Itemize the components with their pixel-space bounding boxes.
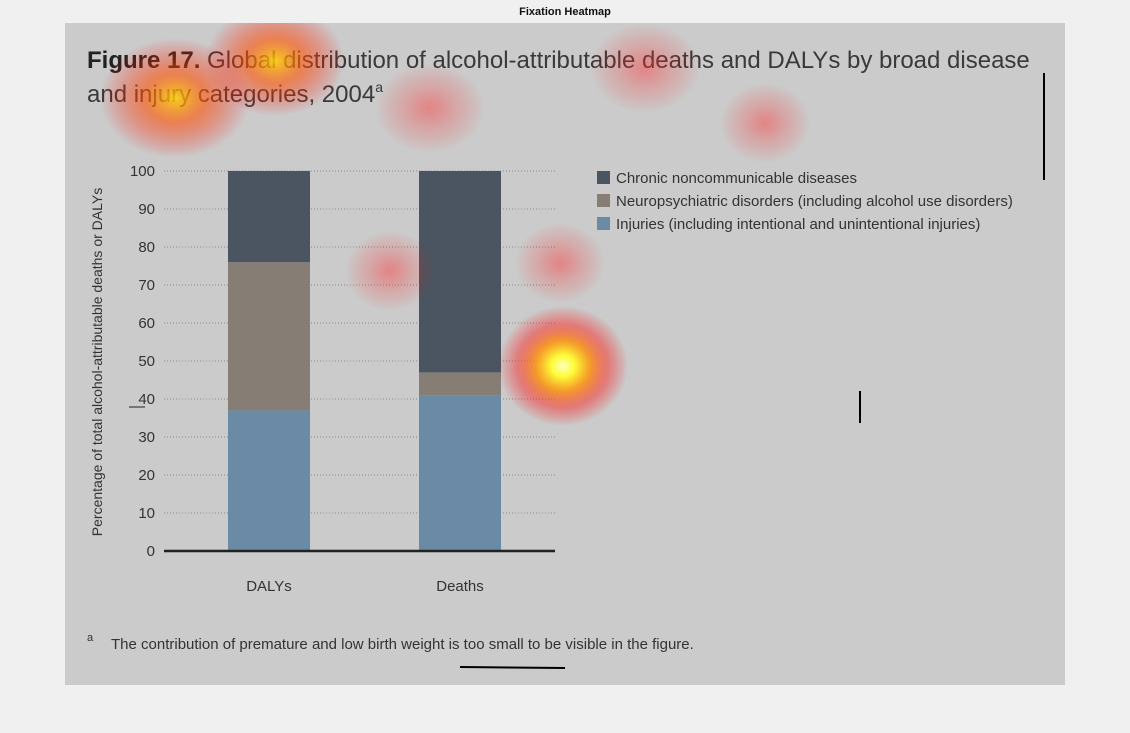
footnote-text: The contribution of premature and low bi… [111, 636, 694, 653]
figure-title-text: Global distribution of alcohol-attributa… [200, 47, 1029, 74]
fixation-spot [720, 83, 810, 163]
y-tick-label: 0 [147, 543, 155, 560]
bar-segment [419, 372, 501, 396]
bar-segment [419, 395, 501, 551]
figure-title-text-2: and injury categories, 2004 [87, 81, 375, 108]
y-tick-label: 60 [138, 315, 155, 332]
y-tick-label: 90 [138, 201, 155, 218]
y-tick-label: 10 [138, 505, 155, 522]
y-tick-label: 30 [138, 429, 155, 446]
figure-number: Figure 17. [87, 47, 200, 74]
title-superscript: a [375, 79, 383, 95]
y-tick-label: 70 [138, 277, 155, 294]
legend-label: Chronic noncommunicable diseases [616, 170, 857, 187]
legend-label: Injuries (including intentional and unin… [616, 216, 980, 233]
x-category-labels: DALYs Deaths [246, 578, 484, 595]
legend: Chronic noncommunicable diseases Neuropsy… [597, 170, 1013, 233]
heatmap-panel: Figure 17. Global distribution of alcoho… [65, 23, 1065, 685]
x-category-label: Deaths [436, 578, 484, 595]
fixation-spot [515, 223, 605, 303]
x-category-label: DALYs [246, 578, 292, 595]
bar-segment [228, 171, 310, 263]
y-tick-label: 100 [130, 163, 155, 180]
y-tick-labels: 0 10 20 30 40 50 60 70 80 90 100 [130, 163, 155, 560]
scan-mark [459, 666, 566, 669]
bar-segment [228, 410, 310, 551]
fixation-spot [375, 63, 485, 153]
y-tick-label: 40 [138, 391, 155, 408]
bars-layer [228, 171, 501, 551]
footnote-marker: a [87, 632, 94, 644]
legend-label: Neuropsychiatric disorders (including al… [616, 193, 1013, 210]
y-tick-label: 50 [138, 353, 155, 370]
bar-segment [228, 262, 310, 411]
y-axis-label: Percentage of total alcohol-attributable… [89, 188, 105, 536]
stacked-bar-chart: Figure 17. Global distribution of alcoho… [87, 23, 1045, 669]
figure-title-line2: and injury categories, 2004a [87, 79, 383, 108]
y-tick-label: 20 [138, 467, 155, 484]
legend-swatch [597, 171, 610, 184]
figure-title-line1: Figure 17. Global distribution of alcoho… [87, 47, 1030, 74]
legend-swatch [597, 194, 610, 207]
fixation-spot-strong [498, 306, 628, 426]
legend-swatch [597, 217, 610, 230]
window-title: Fixation Heatmap [519, 6, 611, 18]
bar-segment [419, 171, 501, 373]
y-tick-label: 80 [138, 239, 155, 256]
